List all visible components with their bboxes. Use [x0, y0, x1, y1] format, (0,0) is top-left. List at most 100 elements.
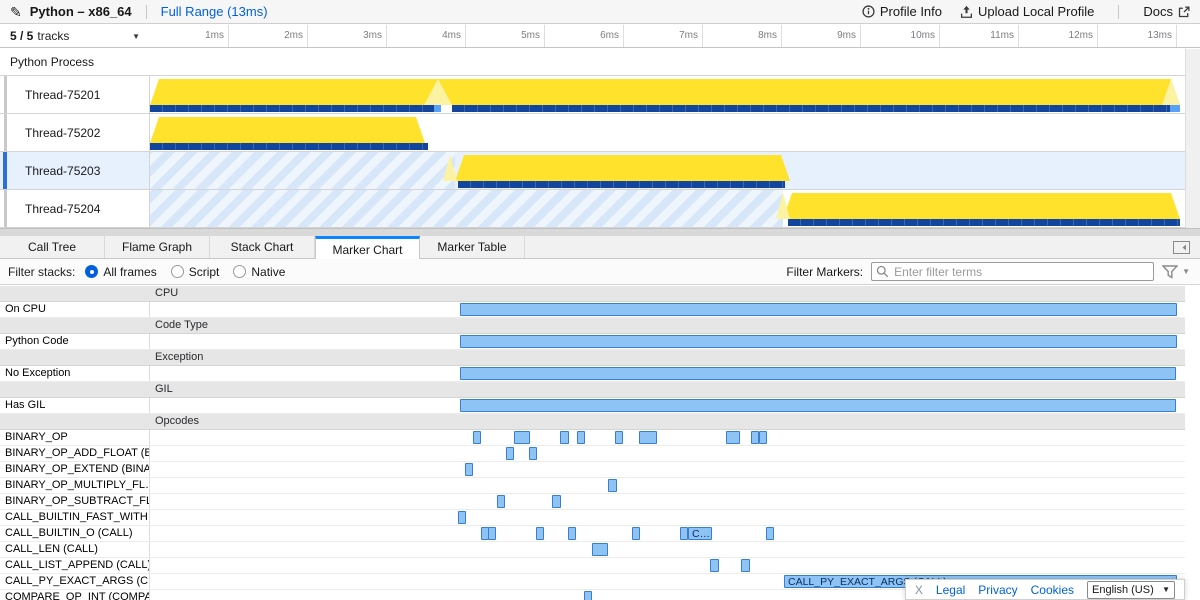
marker-row-label: BINARY_OP_ADD_FLOAT (B…: [0, 446, 150, 461]
language-select[interactable]: English (US) ▼: [1087, 580, 1175, 599]
marker[interactable]: [568, 527, 576, 540]
marker[interactable]: [726, 431, 740, 444]
marker-row-track: C…: [150, 526, 1185, 541]
tracks-visibility-dropdown[interactable]: 5 / 5 tracks ▼: [0, 25, 150, 47]
radio-option[interactable]: Native: [233, 265, 285, 279]
upload-local-profile-button[interactable]: Upload Local Profile: [960, 4, 1094, 19]
marker-row-track: [150, 398, 1185, 413]
marker-row-track: [150, 590, 1185, 600]
marker[interactable]: [592, 543, 608, 556]
radio-option[interactable]: All frames: [85, 265, 157, 279]
edit-profile-name-icon[interactable]: ✎: [10, 3, 22, 20]
thread-track-row[interactable]: Thread-75203: [0, 152, 1185, 190]
marker[interactable]: [608, 479, 617, 492]
marker[interactable]: [584, 591, 592, 600]
thread-track-row[interactable]: Thread-75202: [0, 114, 1185, 152]
marker[interactable]: [460, 335, 1177, 348]
marker-row: COMPARE_OP_INT (COMPA…: [0, 590, 1185, 600]
marker[interactable]: [560, 431, 569, 444]
marker-chart-panel: CPU On CPU Code Type Python Code Exception No…: [0, 286, 1200, 600]
search-icon: [876, 265, 889, 278]
marker-rows: CPU On CPU Code Type Python Code Exception No…: [0, 286, 1200, 600]
marker[interactable]: [552, 495, 561, 508]
radio-label: Script: [188, 264, 220, 279]
tab-marker-chart[interactable]: Marker Chart: [315, 236, 420, 260]
marker[interactable]: [615, 431, 623, 444]
marker[interactable]: [497, 495, 505, 508]
marker-row-label: CALL_LEN (CALL): [0, 542, 150, 557]
marker-row-track: [150, 302, 1185, 317]
full-range-breadcrumb[interactable]: Full Range (13ms): [160, 4, 268, 19]
process-track-header[interactable]: Python Process: [0, 49, 1185, 76]
marker[interactable]: [680, 527, 688, 540]
ruler-ticks: 1ms 2ms 3ms 4ms 5ms 6ms 7ms 8ms 9ms 10ms 11ms 12ms 1…: [150, 25, 1177, 47]
chevron-down-icon: ▼: [1182, 267, 1190, 276]
marker[interactable]: [460, 367, 1176, 380]
docs-link[interactable]: Docs: [1143, 4, 1190, 19]
privacy-link[interactable]: Privacy: [978, 582, 1018, 597]
cookies-link[interactable]: Cookies: [1030, 582, 1074, 597]
panel-splitter[interactable]: [0, 228, 1200, 236]
marker[interactable]: [751, 431, 759, 444]
cpu-usage-band: [783, 193, 1180, 219]
tab-flame-graph[interactable]: Flame Graph: [105, 236, 210, 258]
chevron-down-icon: ▼: [1162, 585, 1170, 594]
marker-row-track: [150, 430, 1185, 445]
marker-row-label: CALL_PY_EXACT_ARGS (C…: [0, 574, 150, 589]
ruler-tick: 3ms: [308, 25, 387, 47]
marker-row: CALL_BUILTIN_FAST_WITH…: [0, 510, 1185, 526]
marker[interactable]: [766, 527, 774, 540]
marker[interactable]: [473, 431, 481, 444]
chevron-down-icon: ▼: [132, 31, 140, 41]
marker[interactable]: [759, 431, 767, 444]
tab-marker-table[interactable]: Marker Table: [420, 236, 525, 258]
close-footer-button[interactable]: X: [914, 582, 923, 597]
marker[interactable]: [460, 303, 1177, 316]
marker-row: Python Code: [0, 334, 1185, 350]
ruler-tick: 13ms: [1098, 25, 1177, 47]
marker-row-track: [150, 542, 1185, 557]
ruler-tick: 7ms: [624, 25, 703, 47]
marker-row: On CPU: [0, 302, 1185, 318]
marker[interactable]: [458, 511, 466, 524]
marker[interactable]: [741, 559, 750, 572]
marker[interactable]: [536, 527, 544, 540]
profile-info-button[interactable]: Profile Info: [862, 4, 942, 19]
filter-stacks-options: All frames Script Native: [85, 265, 285, 279]
samples-bar: [452, 105, 1170, 112]
radio-option[interactable]: Script: [170, 264, 220, 279]
cpu-usage-band: [150, 117, 425, 143]
marker-row: CALL_LIST_APPEND (CALL): [0, 558, 1185, 574]
tab-call-tree[interactable]: Call Tree: [0, 236, 105, 258]
process-label: Python Process: [10, 55, 95, 69]
marker-row-label: BINARY_OP_EXTEND (BINA…: [0, 462, 150, 477]
thread-track-row[interactable]: Thread-75204: [0, 190, 1185, 228]
marker[interactable]: [460, 399, 1176, 412]
open-sidebar-button[interactable]: [1173, 240, 1190, 254]
marker[interactable]: [465, 463, 473, 476]
marker[interactable]: [529, 447, 537, 460]
marker[interactable]: [506, 447, 514, 460]
tab-stack-chart[interactable]: Stack Chart: [210, 236, 315, 258]
track-selection-strip: [4, 76, 7, 113]
upload-label: Upload Local Profile: [978, 4, 1095, 19]
marker-row-label: Python Code: [0, 334, 150, 349]
marker-category-header: Exception: [0, 350, 1185, 366]
marker[interactable]: [577, 431, 585, 444]
legal-link[interactable]: Legal: [935, 582, 966, 597]
top-bar: ✎ Python – x86_64 Full Range (13ms) Prof…: [0, 0, 1200, 24]
marker-filter-options-button[interactable]: ▼: [1162, 264, 1190, 279]
marker[interactable]: [639, 431, 657, 444]
marker[interactable]: [710, 559, 719, 572]
marker-row-track: [150, 558, 1185, 573]
marker[interactable]: [632, 527, 640, 540]
marker-category-header: Opcodes: [0, 414, 1185, 430]
marker[interactable]: C…: [688, 527, 712, 540]
marker-filter-input[interactable]: [871, 262, 1155, 281]
marker[interactable]: [514, 431, 530, 444]
marker[interactable]: [488, 527, 496, 540]
ruler-tick: 5ms: [466, 25, 545, 47]
thread-track-row[interactable]: Thread-75201: [0, 76, 1185, 114]
cpu-usage-band: [150, 79, 1180, 105]
profile-title-group: ✎ Python – x86_64 Full Range (13ms): [0, 4, 268, 19]
